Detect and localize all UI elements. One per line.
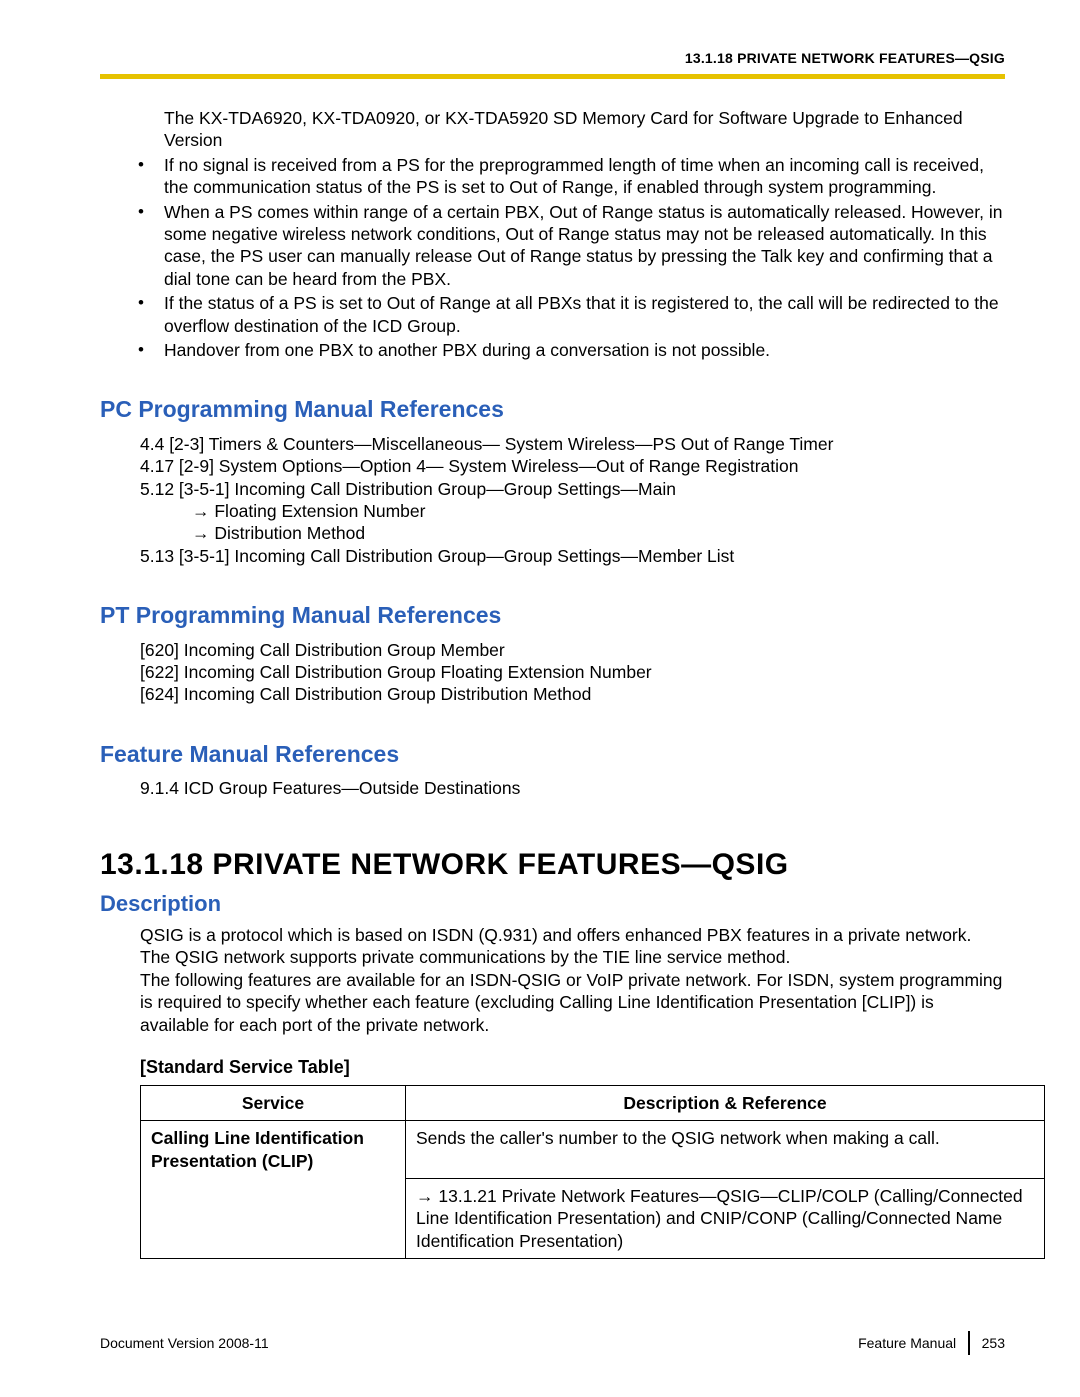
ref-line: 4.4 [2-3] Timers & Counters—Miscellaneou…	[140, 433, 1005, 455]
ref-line: 9.1.4 ICD Group Features—Outside Destina…	[140, 777, 1005, 799]
footer-separator	[968, 1331, 970, 1355]
footer-left: Document Version 2008-11	[100, 1335, 269, 1351]
ref-line: [624] Incoming Call Distribution Group D…	[140, 683, 1005, 705]
description-heading: Description	[100, 890, 1005, 918]
cell-service-cont	[141, 1178, 406, 1258]
standard-service-table: Service Description & Reference Calling …	[140, 1085, 1045, 1259]
table-header-row: Service Description & Reference	[141, 1086, 1045, 1121]
cell-desc: Sends the caller's number to the QSIG ne…	[406, 1121, 1045, 1178]
table-header-service: Service	[141, 1086, 406, 1121]
body-content: The KX-TDA6920, KX-TDA0920, or KX-TDA592…	[100, 107, 1005, 1259]
section-heading-feature: Feature Manual References	[100, 740, 1005, 769]
ref-line: 5.13 [3-5-1] Incoming Call Distribution …	[140, 545, 1005, 567]
footer-page-number: 253	[982, 1335, 1005, 1351]
page-footer: Document Version 2008-11 Feature Manual …	[100, 1331, 1005, 1355]
running-head: 13.1.18 PRIVATE NETWORK FEATURES—QSIG	[100, 50, 1005, 66]
bullet-item: When a PS comes within range of a certai…	[130, 201, 1005, 291]
section-heading-pt: PT Programming Manual References	[100, 601, 1005, 630]
accent-rule	[100, 74, 1005, 79]
pc-refs: 4.4 [2-3] Timers & Counters—Miscellaneou…	[100, 433, 1005, 567]
main-heading: 13.1.18 PRIVATE NETWORK FEATURES—QSIG	[100, 846, 1005, 884]
table-header-desc: Description & Reference	[406, 1086, 1045, 1121]
ref-line: 5.12 [3-5-1] Incoming Call Distribution …	[140, 478, 1005, 500]
bullet-item: If the status of a PS is set to Out of R…	[130, 292, 1005, 337]
pt-refs: [620] Incoming Call Distribution Group M…	[100, 639, 1005, 706]
cell-desc-ref: → 13.1.21 Private Network Features—QSIG—…	[406, 1178, 1045, 1258]
table-row: Calling Line Identification Presentation…	[141, 1121, 1045, 1178]
description-body: QSIG is a protocol which is based on ISD…	[100, 924, 1005, 1036]
description-line: QSIG is a protocol which is based on ISD…	[140, 924, 1005, 969]
ref-line: [622] Incoming Call Distribution Group F…	[140, 661, 1005, 683]
document-page: 13.1.18 PRIVATE NETWORK FEATURES—QSIG Th…	[0, 0, 1080, 1397]
service-name: Calling Line Identification Presentation…	[151, 1128, 364, 1170]
ref-line: 4.17 [2-9] System Options—Option 4— Syst…	[140, 455, 1005, 477]
footer-right: Feature Manual 253	[858, 1331, 1005, 1355]
intro-continuation: The KX-TDA6920, KX-TDA0920, or KX-TDA592…	[100, 107, 1005, 152]
description-line: The following features are available for…	[140, 969, 1005, 1036]
ref-arrow-line: → Distribution Method	[140, 522, 1005, 544]
bullet-list: If no signal is received from a PS for t…	[100, 154, 1005, 362]
table-row: → 13.1.21 Private Network Features—QSIG—…	[141, 1178, 1045, 1258]
table-caption: [Standard Service Table]	[100, 1056, 1005, 1079]
cell-service: Calling Line Identification Presentation…	[141, 1121, 406, 1178]
footer-manual-label: Feature Manual	[858, 1335, 956, 1351]
ref-line: [620] Incoming Call Distribution Group M…	[140, 639, 1005, 661]
bullet-item: If no signal is received from a PS for t…	[130, 154, 1005, 199]
feature-refs: 9.1.4 ICD Group Features—Outside Destina…	[100, 777, 1005, 799]
bullet-item: Handover from one PBX to another PBX dur…	[130, 339, 1005, 361]
section-heading-pc: PC Programming Manual References	[100, 395, 1005, 424]
ref-arrow-line: → Floating Extension Number	[140, 500, 1005, 522]
